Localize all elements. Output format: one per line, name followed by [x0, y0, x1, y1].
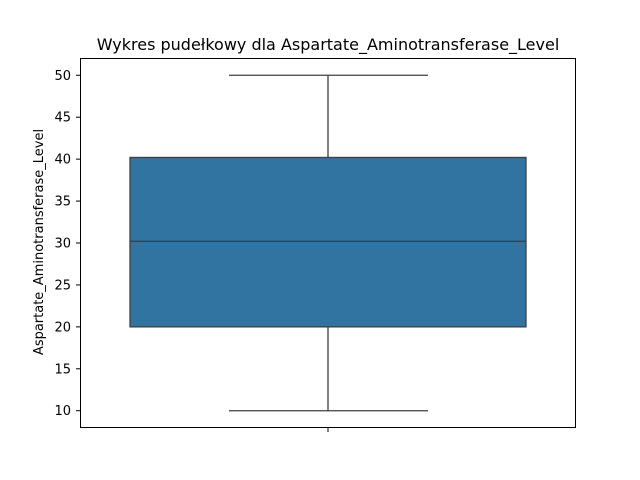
y-tick-label: 10: [54, 404, 71, 419]
iqr-box: [129, 156, 527, 328]
y-tick-label: 35: [54, 195, 71, 210]
y-axis-ticks: 10 15 20 25 30 35 40 45 50: [54, 69, 81, 419]
plot-area: [129, 74, 527, 412]
y-tick-label: 20: [54, 320, 71, 335]
y-axis-label: Aspartate_Aminotransferase_Level: [32, 129, 47, 355]
y-tick-label: 40: [54, 153, 71, 168]
y-tick-label: 15: [54, 362, 71, 377]
chart-title: Wykres pudełkowy dla Aspartate_Aminotran…: [97, 35, 560, 55]
y-tick-label: 50: [54, 69, 71, 84]
y-tick-label: 30: [54, 237, 71, 252]
y-tick-label: 25: [54, 278, 71, 293]
y-tick-label: 45: [54, 111, 71, 126]
